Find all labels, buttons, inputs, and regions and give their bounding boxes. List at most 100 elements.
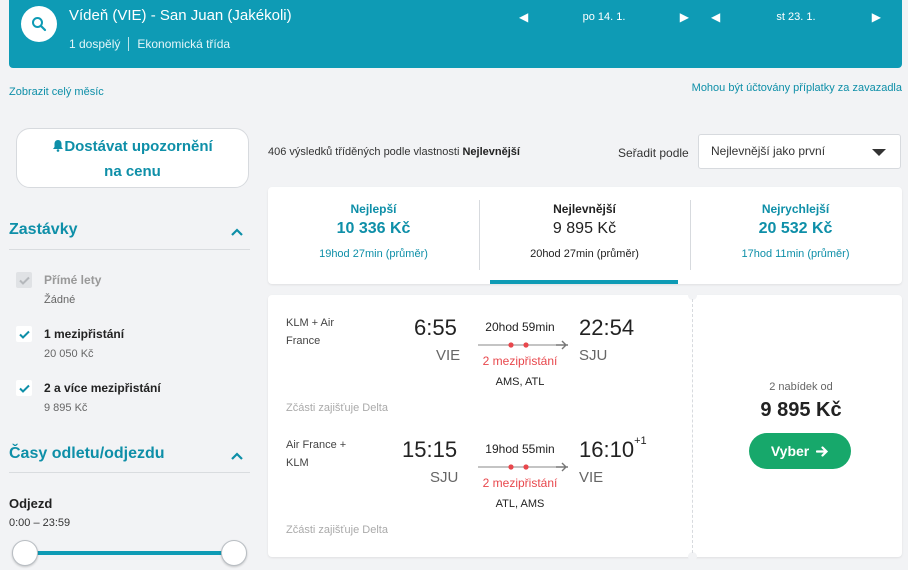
- depart-time-slider-max-handle[interactable]: [221, 540, 247, 566]
- depart-time-label: Odjezd: [9, 496, 53, 511]
- divider: [692, 299, 693, 553]
- card-notch: [688, 291, 697, 300]
- sort-select-value: Nejlevnější jako první: [711, 144, 826, 158]
- active-tab-indicator: [490, 280, 678, 284]
- next-return-date-icon[interactable]: ▶: [871, 10, 881, 24]
- tab-cheapest[interactable]: Nejlevnější 9 895 Kč 20hod 27min (průměr…: [479, 187, 690, 284]
- result-sort-key: Nejlevnější: [462, 146, 520, 158]
- tab-cheapest-time: 20hod 27min (průměr): [530, 248, 639, 260]
- depart-date[interactable]: po 14. 1.: [582, 11, 626, 23]
- whole-month-link[interactable]: Zobrazit celý měsíc: [9, 86, 104, 98]
- stops-section-title[interactable]: Zastávky: [9, 221, 78, 238]
- tab-fastest-time: 17hod 11min (průměr): [741, 248, 850, 260]
- card-notch: [688, 552, 697, 561]
- stops-one-label: 1 mezipřistání: [44, 327, 125, 341]
- inbound-duration: 19hod 55min: [485, 442, 555, 456]
- result-count: 406 výsledků tříděných podle vlastnosti …: [268, 146, 520, 158]
- tab-fastest-name: Nejrychlejší: [761, 202, 830, 216]
- outbound-arrive-code: SJU: [579, 347, 608, 364]
- outbound-airline: KLM + Air France: [286, 317, 334, 347]
- return-date[interactable]: st 23. 1.: [776, 11, 816, 23]
- prev-depart-date-icon[interactable]: ◀: [519, 10, 529, 24]
- depart-time-slider-min-handle[interactable]: [12, 540, 38, 566]
- sort-by-label: Seřadit podle: [618, 146, 689, 160]
- return-date-picker: ◀ st 23. 1. ▶: [711, 8, 881, 26]
- inbound-via: ATL, AMS: [495, 498, 545, 510]
- sort-select[interactable]: Nejlevnější jako první: [698, 134, 901, 169]
- tab-best-time: 19hod 27min (průměr): [319, 248, 428, 260]
- inbound-arrive-code: VIE: [579, 469, 604, 486]
- outbound-arrive-time: 22:54: [579, 315, 634, 341]
- times-section-title[interactable]: Časy odletu/odjezdu: [9, 445, 165, 462]
- divider: [690, 200, 691, 270]
- select-flight-label: Vyber: [770, 443, 810, 459]
- search-details[interactable]: 1 dospělý Ekonomická třída: [69, 37, 230, 51]
- divider: [128, 37, 130, 51]
- tab-best[interactable]: Nejlepší 10 336 Kč 19hod 27min (průměr): [268, 187, 479, 284]
- tab-best-price: 10 336 Kč: [336, 220, 411, 237]
- outbound-via: AMS, ATL: [495, 376, 545, 388]
- tab-fastest[interactable]: Nejrychlejší 20 532 Kč 17hod 11min (prům…: [690, 187, 901, 284]
- route-line-icon: [478, 340, 568, 350]
- divider: [9, 472, 250, 473]
- route-title[interactable]: Vídeň (VIE) - San Juan (Jakékoli): [69, 7, 292, 24]
- offers-count: 2 nabídek od: [769, 381, 833, 393]
- outbound-depart-time: 6:55: [414, 315, 457, 340]
- stops-direct-label: Přímé lety: [44, 273, 102, 287]
- tab-cheapest-name: Nejlevnější: [553, 202, 616, 216]
- stops-one-price: 20 050 Kč: [44, 348, 94, 360]
- stops-two-plus-label: 2 a více mezipřistání: [44, 381, 161, 395]
- price-alert-line1: Dostávat upozornění: [64, 138, 213, 155]
- price-alert-line2: na cenu: [104, 163, 161, 180]
- check-icon: [18, 330, 30, 339]
- price-alert-button[interactable]: Dostávat upozornění na cenu: [16, 128, 249, 188]
- inbound-arrive-time-value: 16:10: [579, 437, 635, 462]
- outbound-depart-code: VIE: [436, 347, 461, 364]
- inbound-operated-by: Zčásti zajišťuje Delta: [286, 524, 388, 536]
- search-button[interactable]: [21, 6, 57, 42]
- passengers-label: 1 dospělý: [69, 37, 121, 51]
- outbound-operated-by: Zčásti zajišťuje Delta: [286, 402, 388, 414]
- flight-result-card[interactable]: KLM + Air France 6:55 VIE 20hod 59min 2 …: [268, 291, 902, 561]
- chevron-up-icon[interactable]: [230, 451, 244, 461]
- next-depart-date-icon[interactable]: ▶: [679, 10, 689, 24]
- inbound-airline: Air France + KLM: [286, 439, 347, 469]
- tab-cheapest-price: 9 895 Kč: [552, 220, 617, 237]
- stops-two-plus-checkbox[interactable]: [16, 380, 32, 396]
- search-icon: [32, 17, 47, 32]
- result-count-text: 406 výsledků tříděných podle vlastnosti: [268, 146, 460, 158]
- inbound-depart-time: 15:15: [402, 437, 458, 462]
- chevron-up-icon[interactable]: [230, 227, 244, 237]
- outbound-duration: 20hod 59min: [485, 320, 555, 334]
- depart-time-range: 0:00 – 23:59: [9, 517, 71, 529]
- bell-icon: [53, 140, 64, 152]
- stops-direct-checkbox[interactable]: [16, 272, 32, 288]
- cabin-label: Ekonomická třída: [137, 37, 231, 51]
- depart-date-picker: ◀ po 14. 1. ▶: [519, 8, 689, 26]
- outbound-stops: 2 mezipřistání: [482, 354, 558, 368]
- card-price: 9 895 Kč: [760, 399, 842, 421]
- prev-return-date-icon[interactable]: ◀: [711, 10, 721, 24]
- stops-direct-price: Žádné: [44, 294, 76, 306]
- stops-two-plus-price: 9 895 Kč: [44, 402, 88, 414]
- baggage-fee-link[interactable]: Mohou být účtovány příplatky za zavazadl…: [691, 82, 902, 94]
- route-line-icon: [478, 462, 568, 472]
- sort-tabs: Nejlepší 10 336 Kč 19hod 27min (průměr) …: [268, 187, 902, 284]
- tab-best-name: Nejlepší: [350, 202, 397, 216]
- chevron-down-icon: [872, 149, 886, 156]
- inbound-arrive-day-offset: +1: [634, 435, 647, 447]
- divider: [479, 200, 480, 270]
- inbound-depart-code: SJU: [430, 469, 459, 486]
- depart-time-slider-track[interactable]: [24, 551, 234, 555]
- tab-fastest-price: 20 532 Kč: [758, 220, 833, 237]
- outbound-arrive-time-value: 22:54: [579, 315, 635, 340]
- inbound-stops: 2 mezipřistání: [482, 476, 558, 490]
- check-icon: [18, 384, 30, 393]
- stops-one-checkbox[interactable]: [16, 326, 32, 342]
- search-header: Vídeň (VIE) - San Juan (Jakékoli) 1 dosp…: [9, 0, 902, 68]
- arrow-right-icon: [816, 446, 829, 457]
- check-icon: [18, 276, 30, 285]
- select-flight-button[interactable]: Vyber: [749, 433, 851, 469]
- divider: [9, 249, 250, 250]
- inbound-arrive-time: 16:10+1: [579, 435, 647, 463]
